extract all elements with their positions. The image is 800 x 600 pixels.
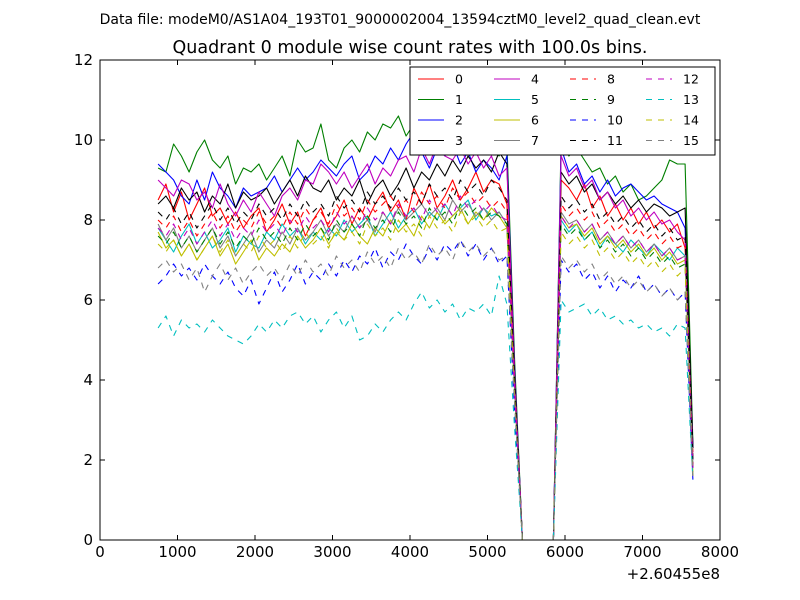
y-tick-label: 4 [83, 371, 93, 389]
legend-label-3: 3 [455, 133, 463, 148]
series-line-2 [157, 131, 694, 540]
series-line-10 [157, 239, 694, 540]
series-line-15 [157, 239, 694, 540]
legend-label-15: 15 [683, 133, 699, 148]
x-tick-label: 8000 [701, 543, 739, 561]
legend-label-1: 1 [455, 92, 463, 107]
x-tick-label: 4000 [391, 543, 429, 561]
x-tick-label: 7000 [623, 543, 661, 561]
x-tick-label: 5000 [468, 543, 506, 561]
series-line-1 [157, 115, 694, 540]
legend-label-7: 7 [531, 133, 539, 148]
legend-label-11: 11 [607, 133, 623, 148]
legend-label-0: 0 [455, 72, 463, 87]
x-tick-label: 0 [95, 543, 105, 561]
legend-label-10: 10 [607, 113, 623, 128]
series-layer [157, 115, 694, 540]
x-tick-label: 3000 [313, 543, 351, 561]
x-tick-label: 2000 [236, 543, 274, 561]
series-line-8 [157, 187, 694, 540]
y-tick-label: 0 [83, 531, 93, 549]
chart-supertitle: Data file: modeM0/AS1A04_193T01_90000020… [100, 12, 701, 28]
series-line-6 [157, 207, 694, 540]
series-line-14 [157, 211, 694, 540]
series-line-13 [157, 275, 694, 540]
y-tick-label: 10 [74, 131, 93, 149]
legend-label-8: 8 [607, 72, 615, 87]
legend-label-5: 5 [531, 92, 539, 107]
y-tick-label: 2 [83, 451, 93, 469]
x-axis-offset-label: +2.60455e8 [627, 565, 720, 583]
series-line-4 [157, 143, 694, 540]
series-line-9 [157, 203, 694, 540]
x-tick-label: 6000 [546, 543, 584, 561]
chart-title: Quadrant 0 module wise count rates with … [173, 38, 648, 58]
legend-label-12: 12 [683, 72, 699, 87]
legend-label-6: 6 [531, 113, 539, 128]
y-tick-label: 12 [74, 51, 93, 69]
legend-box [409, 66, 716, 156]
legend-label-2: 2 [455, 113, 463, 128]
series-line-12 [157, 195, 694, 540]
y-tick-label: 8 [83, 211, 93, 229]
legend-label-13: 13 [683, 92, 699, 107]
series-line-11 [157, 179, 694, 540]
legend-label-14: 14 [683, 113, 699, 128]
ticks-layer: 0 1000 2000 3000 4000 5000 6000 7000 80000246810… [74, 51, 739, 561]
y-tick-label: 6 [83, 291, 93, 309]
legend-label-4: 4 [531, 72, 539, 87]
x-tick-label: 1000 [158, 543, 196, 561]
legend-label-9: 9 [607, 92, 615, 107]
